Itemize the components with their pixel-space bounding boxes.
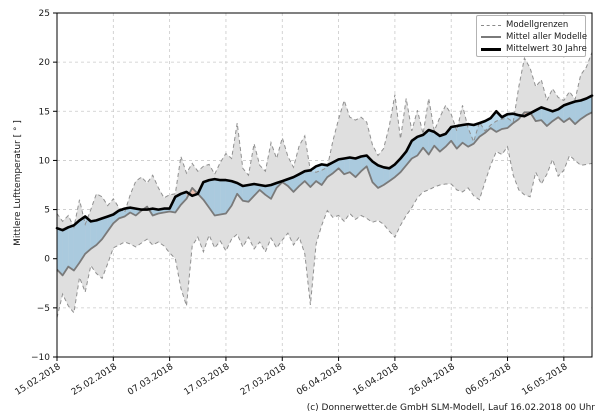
y-tick-label: 25 <box>39 9 50 19</box>
cold-anomaly-fill <box>237 183 243 201</box>
legend-item-mittelwert-30-jahre: Mittelwert 30 Jahre <box>481 43 587 55</box>
cold-anomaly-fill <box>259 185 266 195</box>
cold-anomaly-fill <box>417 134 424 156</box>
legend-gray-line-icon <box>481 36 501 38</box>
cold-anomaly-fill <box>316 164 322 185</box>
legend: Modellgrenzen Mittel aller Modelle Mitte… <box>476 15 587 57</box>
cold-anomaly-fill <box>428 130 435 155</box>
cold-anomaly-fill <box>349 157 356 178</box>
cold-anomaly-fill <box>411 136 418 159</box>
cold-anomaly-fill <box>456 125 463 149</box>
y-tick-label: −5 <box>37 304 50 314</box>
model-upper-bound-line <box>56 52 593 229</box>
cold-anomaly-fill <box>344 157 350 175</box>
climate-mean-30y-line <box>55 94 594 232</box>
cold-anomaly-fill <box>57 228 63 276</box>
cold-anomaly-fill <box>85 216 91 254</box>
cold-anomaly-fill <box>231 181 238 206</box>
cold-anomaly-fill <box>248 184 255 202</box>
cold-anomaly-fill <box>304 170 311 187</box>
cold-anomaly-fill <box>107 214 114 232</box>
cold-anomaly-fill <box>242 185 249 202</box>
cold-anomaly-fill <box>372 161 378 188</box>
y-tick-label: 10 <box>39 156 51 166</box>
copyright-caption: (c) Donnerwetter.de GmbH SLM-Modell, Lau… <box>306 403 595 413</box>
cold-anomaly-fill <box>73 220 80 271</box>
cold-anomaly-fill <box>175 193 181 213</box>
cold-anomaly-fill <box>338 158 345 175</box>
cold-anomaly-fill <box>507 113 514 128</box>
model-range-band <box>57 52 592 318</box>
cold-anomaly-fill <box>451 126 457 149</box>
y-tick-label: 5 <box>44 206 50 216</box>
cold-anomaly-fill <box>214 179 221 216</box>
model-lower-bound-line <box>56 145 593 318</box>
cold-anomaly-fill <box>400 151 407 173</box>
cold-anomaly-fill <box>462 124 469 147</box>
cold-anomaly-fill <box>293 174 300 192</box>
cold-anomaly-fill <box>575 100 581 125</box>
cold-anomaly-fill <box>180 191 187 205</box>
cold-anomaly-fill <box>490 111 497 132</box>
y-axis-label: Mittlere Lufttemperatur [ ° ] <box>13 120 23 246</box>
legend-dashed-line-icon <box>481 24 501 26</box>
cold-anomaly-fill <box>563 103 570 123</box>
legend-item-label: Modellgrenzen <box>506 20 569 30</box>
cold-anomaly-fill <box>220 180 226 215</box>
cold-anomaly-fill <box>378 165 384 188</box>
cold-anomaly-fill <box>124 207 131 217</box>
legend-item-label: Mittel aller Modelle <box>506 32 588 42</box>
legend-item-label: Mittelwert 30 Jahre <box>506 44 587 54</box>
cold-anomaly-fill <box>68 225 74 271</box>
legend-item-mittel-aller-modelle: Mittel aller Modelle <box>481 31 587 43</box>
cold-anomaly-fill <box>366 155 373 183</box>
y-tick-label: 20 <box>39 58 51 68</box>
cold-anomaly-fill <box>96 218 103 245</box>
cold-anomaly-fill <box>383 167 390 185</box>
legend-item-modellgrenzen: Modellgrenzen <box>481 19 581 31</box>
y-tick-label: 15 <box>39 107 50 117</box>
y-tick-label: −10 <box>31 353 50 363</box>
cold-anomaly-fill <box>225 180 232 214</box>
cold-anomaly-fill <box>254 184 260 196</box>
cold-anomaly-fill <box>468 124 474 147</box>
cold-anomaly-fill <box>90 220 97 249</box>
y-tick-label: 0 <box>44 255 50 265</box>
plot-frame <box>56 12 593 358</box>
cold-anomaly-fill <box>586 95 592 116</box>
model-mean-line <box>56 111 593 277</box>
cold-anomaly-fill <box>209 179 215 216</box>
cold-anomaly-fill <box>62 227 69 276</box>
cold-anomaly-fill <box>102 216 108 240</box>
cold-anomaly-fill <box>580 98 587 120</box>
legend-black-line-icon <box>481 47 501 51</box>
cold-anomaly-fill <box>79 216 86 263</box>
cold-anomaly-fill <box>287 177 294 192</box>
